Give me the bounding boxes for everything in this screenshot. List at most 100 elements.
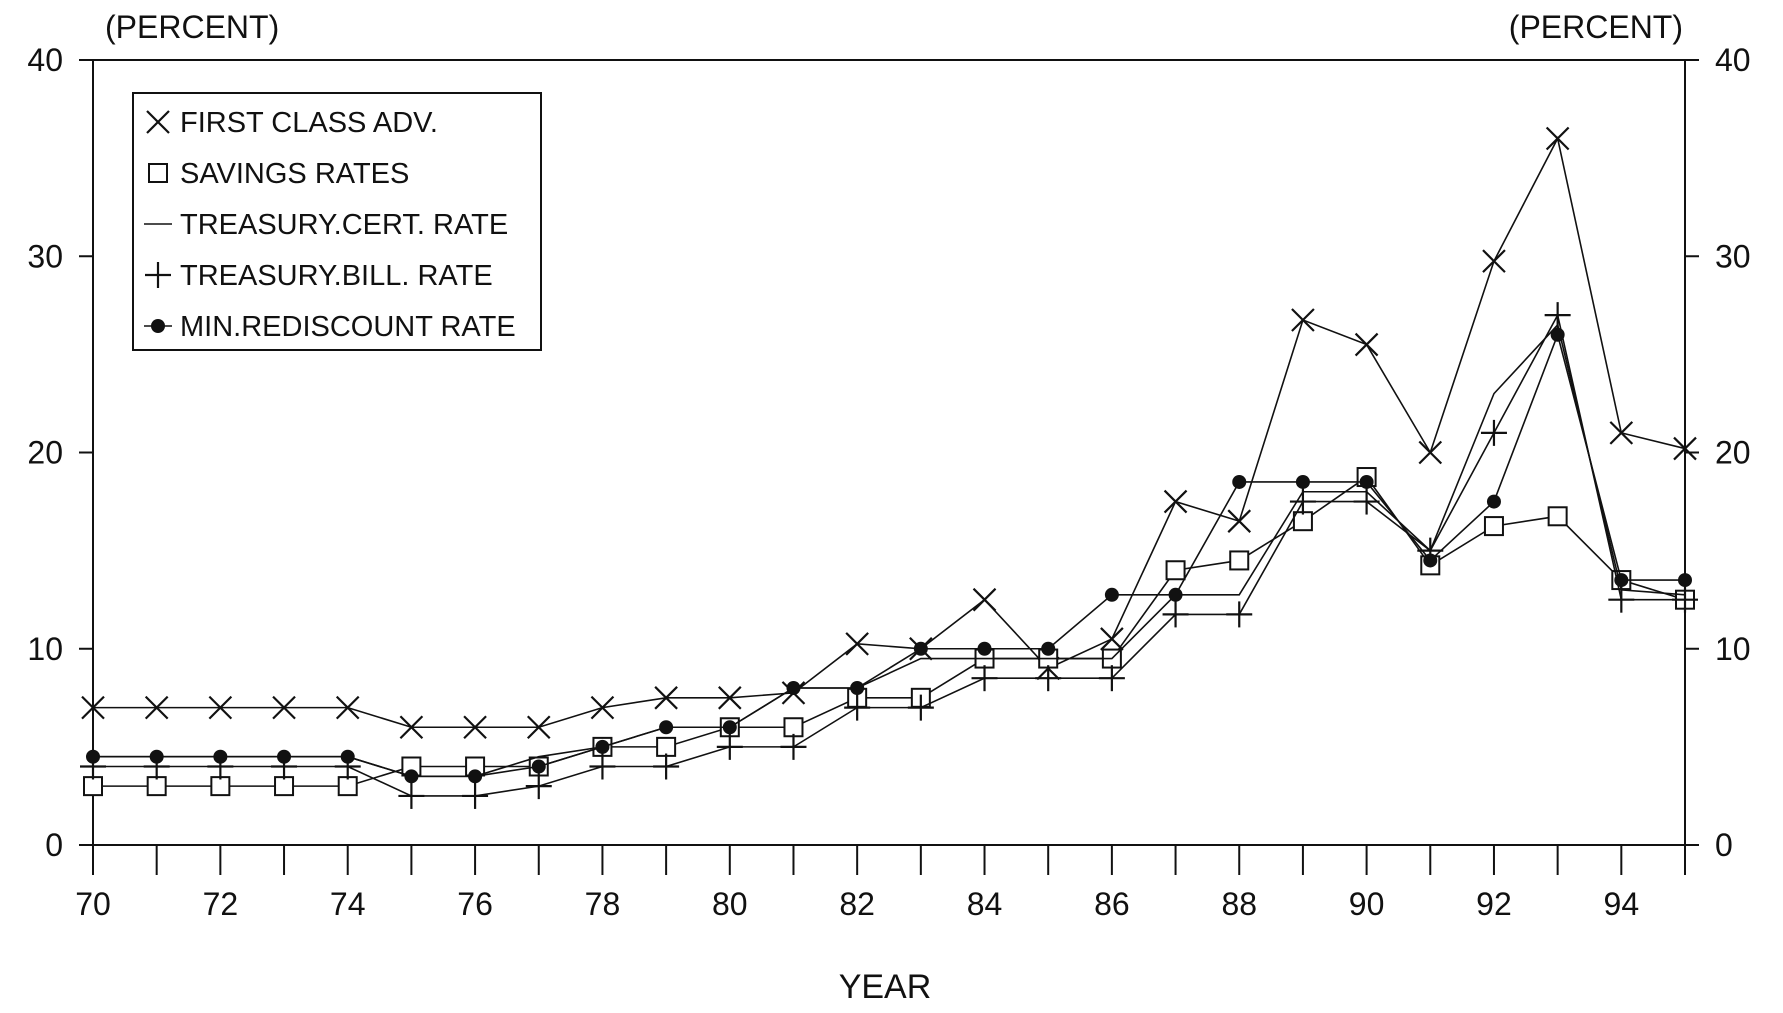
data-point bbox=[526, 715, 551, 740]
data-point bbox=[468, 769, 483, 784]
legend-label: TREASURY.BILL. RATE bbox=[180, 260, 493, 292]
data-point bbox=[531, 759, 546, 774]
legend-swatch-marker bbox=[151, 319, 165, 333]
data-point bbox=[718, 686, 742, 710]
data-point bbox=[340, 749, 355, 764]
data-point bbox=[525, 773, 552, 800]
data-point bbox=[399, 715, 424, 740]
data-point bbox=[1041, 641, 1056, 656]
x-tick-label: 70 bbox=[75, 886, 111, 922]
series-line bbox=[93, 475, 1686, 787]
data-point bbox=[1550, 327, 1565, 342]
data-point bbox=[913, 641, 928, 656]
data-point bbox=[1295, 474, 1310, 489]
data-point bbox=[404, 769, 419, 784]
data-point bbox=[86, 749, 100, 764]
legend-swatch-marker bbox=[148, 163, 168, 183]
data-point bbox=[1100, 627, 1124, 651]
legend-box bbox=[132, 92, 542, 351]
x-tick-label: 84 bbox=[967, 886, 1003, 922]
data-point bbox=[1608, 586, 1635, 613]
data-point bbox=[210, 776, 231, 797]
data-point bbox=[1291, 308, 1315, 332]
data-point bbox=[149, 749, 164, 764]
data-point bbox=[590, 695, 615, 720]
data-point bbox=[1486, 494, 1501, 509]
legend-entry: MIN.REDISCOUNT RATE bbox=[144, 311, 516, 343]
data-point bbox=[398, 782, 425, 809]
x-tick-label: 76 bbox=[457, 886, 493, 922]
data-point bbox=[595, 739, 610, 754]
data-point bbox=[1165, 560, 1186, 581]
data-point bbox=[1229, 550, 1250, 571]
x-tick-label: 88 bbox=[1221, 886, 1257, 922]
data-point bbox=[1547, 506, 1568, 527]
data-point bbox=[1035, 665, 1062, 692]
series-line bbox=[93, 323, 1686, 778]
series-treasury-bill-rate bbox=[80, 302, 1698, 809]
y-tick-label-right: 20 bbox=[1715, 435, 1751, 471]
data-point bbox=[335, 695, 360, 720]
data-point bbox=[83, 776, 103, 797]
data-point bbox=[1354, 332, 1379, 357]
data-point bbox=[144, 695, 169, 720]
y-tick-label-left: 30 bbox=[27, 238, 63, 274]
left-unit-label: (PERCENT) bbox=[105, 9, 279, 45]
x-tick-label: 92 bbox=[1476, 886, 1512, 922]
data-point bbox=[1609, 421, 1634, 445]
data-point bbox=[1232, 474, 1247, 489]
data-point bbox=[208, 695, 233, 720]
y-tick-label-left: 10 bbox=[27, 631, 63, 667]
data-point bbox=[462, 782, 489, 809]
legend-entry: SAVINGS RATES bbox=[148, 158, 409, 190]
data-point bbox=[1359, 474, 1374, 489]
legend-entry: FIRST CLASS ADV. bbox=[146, 107, 438, 139]
data-point bbox=[1226, 601, 1253, 628]
series-min-rediscount-rate bbox=[86, 327, 1692, 784]
legend-label: TREASURY.CERT. RATE bbox=[180, 209, 508, 241]
x-tick-label: 90 bbox=[1349, 886, 1385, 922]
data-point bbox=[716, 733, 743, 760]
legend-swatch-marker bbox=[146, 110, 170, 134]
series-group bbox=[80, 126, 1698, 809]
legend-label: MIN.REDISCOUNT RATE bbox=[180, 311, 516, 343]
x-tick-label: 78 bbox=[585, 886, 621, 922]
data-point bbox=[722, 720, 737, 735]
legend-label: SAVINGS RATES bbox=[180, 158, 409, 190]
data-point bbox=[146, 776, 167, 797]
data-point bbox=[1480, 419, 1507, 446]
data-point bbox=[850, 681, 865, 695]
data-point bbox=[277, 749, 292, 764]
data-point bbox=[844, 694, 871, 721]
data-point bbox=[659, 720, 674, 735]
data-point bbox=[1672, 586, 1698, 613]
x-tick-label: 80 bbox=[712, 886, 748, 922]
data-point bbox=[1104, 587, 1119, 602]
y-tick-label-right: 0 bbox=[1715, 827, 1733, 863]
data-point bbox=[977, 641, 992, 656]
x-tick-label: 72 bbox=[203, 886, 239, 922]
data-point bbox=[1289, 488, 1316, 515]
series-line bbox=[93, 332, 1685, 778]
data-point bbox=[1098, 665, 1125, 692]
data-point bbox=[780, 733, 807, 760]
data-point bbox=[786, 681, 801, 695]
data-point bbox=[1678, 573, 1692, 588]
data-point bbox=[1292, 511, 1313, 532]
data-point bbox=[1163, 489, 1188, 514]
data-point bbox=[274, 776, 295, 797]
data-point bbox=[783, 717, 804, 738]
data-point bbox=[1482, 249, 1506, 273]
x-tick-label: 94 bbox=[1604, 886, 1640, 922]
legend-entry: TREASURY.BILL. RATE bbox=[145, 260, 493, 292]
y-tick-label-right: 10 bbox=[1715, 631, 1751, 667]
data-point bbox=[337, 776, 358, 797]
y-tick-label-left: 40 bbox=[27, 42, 63, 78]
data-point bbox=[971, 665, 998, 692]
data-point bbox=[272, 695, 296, 720]
y-tick-label-right: 40 bbox=[1715, 42, 1751, 78]
data-point bbox=[653, 753, 680, 780]
data-point bbox=[654, 686, 678, 710]
